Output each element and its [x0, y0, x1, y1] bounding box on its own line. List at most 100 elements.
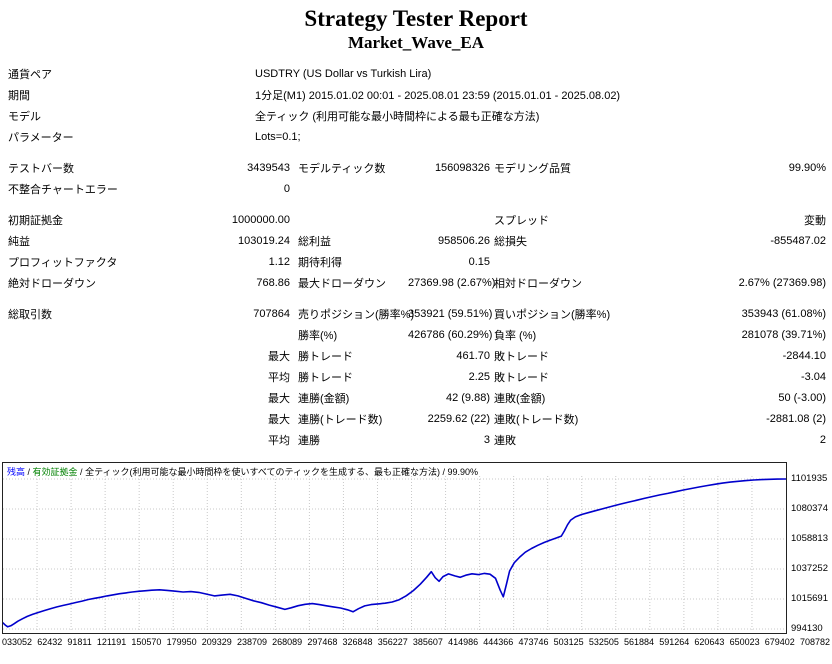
- row-label: 総取引数: [8, 308, 52, 321]
- row-value: 958506.26: [438, 234, 490, 247]
- x-axis-label: 620643: [694, 637, 725, 647]
- legend-model-label: 全ティック(利用可能な最小時間枠を使いすべてのティックを生成する、最も正確な方法…: [85, 467, 440, 477]
- row-label: テストバー数: [8, 162, 74, 175]
- row-label: プロフィットファクタ: [8, 256, 118, 269]
- report-row: パラメーター Lots=0.1;: [8, 126, 826, 147]
- row-value: 156098326: [434, 161, 490, 174]
- x-axis-label: 268089: [272, 637, 303, 647]
- row-label: 総損失: [494, 235, 527, 248]
- report-row: 最大 連勝(金額) 42 (9.88) 連敗(金額) 50 (-3.00): [8, 387, 826, 408]
- y-axis-label: 994130: [791, 623, 823, 634]
- row-label: [8, 429, 158, 450]
- row-label: [8, 408, 158, 429]
- row-value: 最大: [268, 350, 290, 363]
- row-label: モデル: [8, 110, 41, 123]
- row-value: 2.25: [468, 370, 490, 383]
- row-value: 平均: [268, 371, 290, 384]
- x-axis-label: 209329: [201, 637, 232, 647]
- report-table: 通貨ペア USDTRY (US Dollar vs Turkish Lira) 期間…: [8, 63, 826, 450]
- row-value: Lots=0.1;: [255, 130, 301, 143]
- legend-balance-label: 残高: [7, 467, 26, 477]
- legend-equity-label: 有効証拠金: [32, 467, 78, 477]
- report-gap-row: [8, 147, 826, 157]
- report-title: Strategy Tester Report: [304, 6, 528, 31]
- report-row: 通貨ペア USDTRY (US Dollar vs Turkish Lira): [8, 63, 826, 84]
- row-value: -3.04: [800, 370, 827, 383]
- row-label: [290, 209, 408, 230]
- report-row: 最大 連勝(トレード数) 2259.62 (22) 連敗(トレード数) -2881.08…: [8, 408, 826, 429]
- report-row: プロフィットファクタ 1.12 期待利得 0.15: [8, 251, 826, 272]
- report-row: 平均 勝トレード 2.25 敗トレード -3.04: [8, 366, 826, 387]
- row-label: 連敗: [494, 434, 516, 447]
- row-label: スプレッド: [494, 214, 549, 227]
- row-value: 最大: [268, 392, 290, 405]
- chart-legend: 残高 / 有効証拠金 / 全ティック(利用可能な最小時間枠を使いすべてのティック…: [7, 465, 478, 478]
- x-axis-label: 591264: [659, 637, 690, 647]
- x-axis-label: 356227: [377, 637, 408, 647]
- balance-line: [3, 478, 786, 628]
- report-row: 不整合チャートエラー 0: [8, 178, 826, 199]
- row-value: [660, 251, 826, 272]
- row-value: 353943 (61.08%): [741, 307, 827, 320]
- chart-y-axis: 1101935 1080374 1058813 1037252 1015691 99413…: [787, 462, 832, 634]
- y-axis-label: 1080374: [791, 503, 828, 514]
- row-label: 買いポジション(勝率%): [494, 308, 611, 321]
- x-axis-label: 444366: [483, 637, 514, 647]
- balance-chart-box: 残高 / 有効証拠金 / 全ティック(利用可能な最小時間枠を使いすべてのティック…: [2, 462, 787, 634]
- row-label: 連勝(金額): [298, 392, 350, 405]
- balance-chart-svg: [3, 476, 786, 631]
- legend-separator: /: [77, 467, 86, 477]
- ea-name: Market_Wave_EA: [348, 33, 484, 52]
- x-axis-label: 238709: [236, 637, 267, 647]
- row-value: 768.86: [256, 276, 290, 289]
- row-value: 平均: [268, 434, 290, 447]
- x-axis-label: 91811: [67, 637, 92, 647]
- y-axis-label: 1037252: [791, 563, 828, 574]
- report-row: 初期証拠金 1000000.00 スプレッド 変動: [8, 209, 826, 230]
- row-label: 連敗(金額): [494, 392, 546, 405]
- gap-cell: [8, 147, 826, 157]
- row-value: 2: [819, 433, 827, 446]
- row-label: 総利益: [298, 235, 331, 248]
- row-value: [660, 178, 826, 199]
- row-value: 42 (9.88): [445, 391, 490, 404]
- report-table-body: 通貨ペア USDTRY (US Dollar vs Turkish Lira) 期間…: [8, 63, 826, 450]
- balance-chart-panel: 残高 / 有効証拠金 / 全ティック(利用可能な最小時間枠を使いすべてのティック…: [2, 462, 832, 634]
- row-label: 純益: [8, 235, 30, 248]
- row-label: 勝率(%): [298, 329, 338, 342]
- row-label: 最大ドローダウン: [298, 277, 386, 290]
- row-value: 103019.24: [238, 234, 290, 247]
- row-label: 連勝(トレード数): [298, 413, 383, 426]
- row-label: [8, 366, 158, 387]
- row-label: 敗トレード: [494, 371, 549, 384]
- row-label: モデリング品質: [494, 162, 571, 175]
- row-value: 281078 (39.71%): [741, 328, 827, 341]
- report-row: 絶対ドローダウン 768.86 最大ドローダウン 27369.98 (2.67%) 相対…: [8, 272, 826, 293]
- row-value: 変動: [804, 214, 827, 227]
- row-value: USDTRY (US Dollar vs Turkish Lira): [255, 67, 432, 80]
- report-row: 平均 連勝 3 連敗 2: [8, 429, 826, 450]
- row-label: 絶対ドローダウン: [8, 277, 96, 290]
- row-value: -2844.10: [782, 349, 827, 362]
- row-label: 勝トレード: [298, 371, 353, 384]
- row-value: -2881.08 (2): [766, 412, 827, 425]
- chart-x-axis: 033052 62432 91811 121191 150570 179950 209329…: [2, 634, 830, 647]
- x-axis-label: 473746: [518, 637, 549, 647]
- row-value: 0: [283, 182, 290, 195]
- report-row: 勝率(%) 426786 (60.29%) 負率 (%) 281078 (39.71%…: [8, 324, 826, 345]
- row-label: [490, 251, 660, 272]
- row-value: 3: [483, 433, 490, 446]
- row-value: -855487.02: [770, 234, 827, 247]
- row-value: 426786 (60.29%): [408, 328, 493, 341]
- row-label: [8, 345, 158, 366]
- row-value: 2259.62 (22): [427, 412, 490, 425]
- report-row: テストバー数 3439543 モデルティック数 156098326 モデリング品質 99.…: [8, 157, 826, 178]
- row-value: 461.70: [456, 349, 490, 362]
- row-label: [8, 324, 158, 345]
- report-row: 総取引数 707864 売りポジション(勝率%) 353921 (59.51%) 買いポ…: [8, 303, 826, 324]
- x-axis-label: 385607: [412, 637, 443, 647]
- x-axis-label: 708782: [799, 637, 830, 647]
- row-value: 27369.98 (2.67%): [408, 276, 496, 289]
- x-axis-label: 297468: [307, 637, 338, 647]
